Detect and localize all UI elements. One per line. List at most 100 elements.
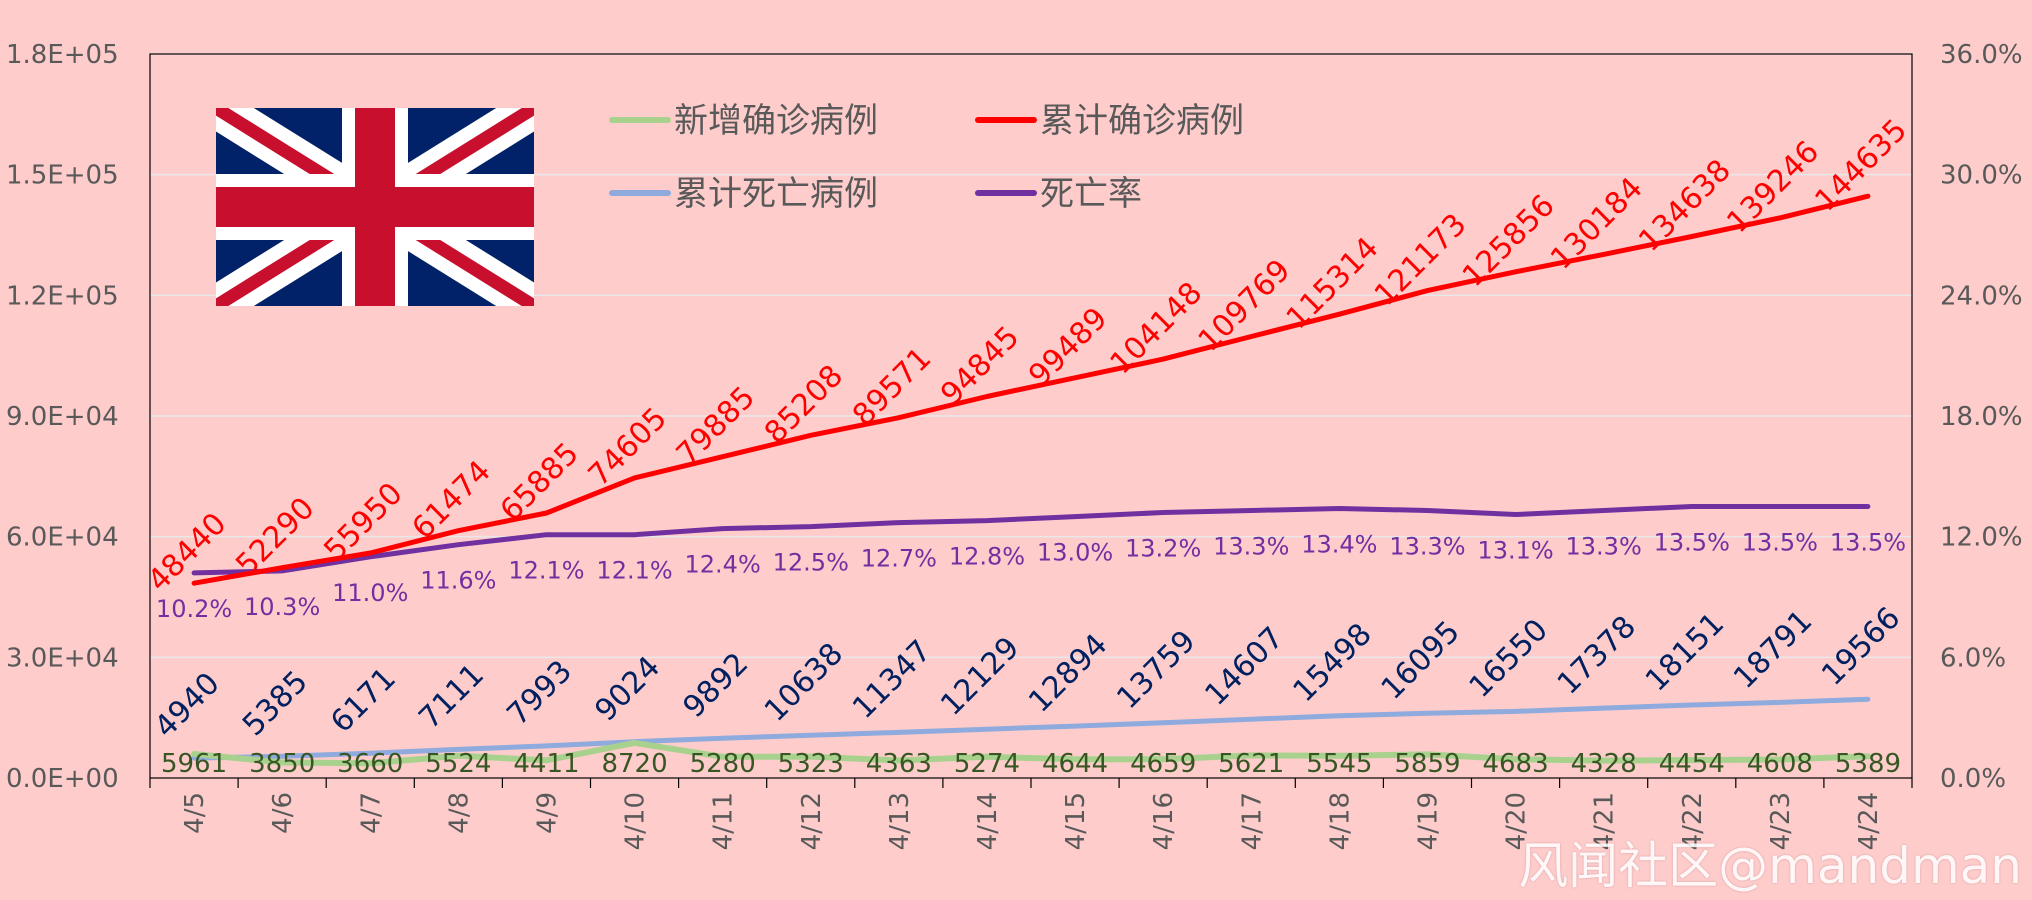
x-tick-label: 4/14 <box>973 792 1003 850</box>
cumulative-cases-label: 144635 <box>1808 113 1914 219</box>
new-cases-label: 5280 <box>690 749 756 779</box>
x-tick-label: 4/11 <box>709 792 739 850</box>
new-cases-label: 5274 <box>954 749 1020 779</box>
death-rate-label: 13.1% <box>1477 537 1553 565</box>
death-rate-label: 10.3% <box>244 593 320 621</box>
new-cases-label: 5323 <box>778 749 844 779</box>
right-axis-tick-label: 30.0% <box>1940 161 2023 191</box>
x-tick-label: 4/13 <box>885 792 915 850</box>
axes: 0.0E+00 3.0E+04 6.0E+04 9.0E+04 1.2E+05 1.5E+… <box>6 40 2023 850</box>
new-cases-label: 5859 <box>1394 749 1460 779</box>
death-rate-label: 10.2% <box>156 595 232 623</box>
legend-label: 累计确诊病例 <box>1040 101 1244 141</box>
death-rate-label: 13.4% <box>1301 531 1377 559</box>
new-cases-label: 5961 <box>161 749 227 779</box>
series-lines <box>191 193 1871 767</box>
uk-flag-icon <box>216 108 534 306</box>
cumulative-deaths-label: 16550 <box>1463 613 1555 705</box>
death-rate-label: 13.3% <box>1389 533 1465 561</box>
new-cases-label: 4683 <box>1482 749 1548 779</box>
x-tick-label: 4/22 <box>1678 792 1708 850</box>
new-cases-label: 8720 <box>601 749 667 779</box>
new-cases-label: 4411 <box>513 749 579 779</box>
new-cases-label: 5621 <box>1218 749 1284 779</box>
cumulative-deaths-label: 17378 <box>1551 609 1643 701</box>
cumulative-deaths-label: 16095 <box>1375 614 1467 706</box>
cumulative-cases-label: 109769 <box>1192 253 1298 359</box>
x-tick-label: 4/8 <box>444 792 474 834</box>
new-cases-label: 4363 <box>866 749 932 779</box>
cumulative-cases-label: 121173 <box>1368 207 1474 313</box>
left-axis-tick-label: 0.0E+00 <box>6 764 119 794</box>
new-cases-line <box>191 739 1871 767</box>
right-axis-tick-label: 24.0% <box>1940 281 2023 311</box>
death-rate-label: 12.4% <box>685 551 761 579</box>
legend-label: 新增确诊病例 <box>674 101 878 141</box>
death-rate-label: 11.0% <box>332 579 408 607</box>
new-cases-label: 5389 <box>1835 749 1901 779</box>
cumulative-deaths-label: 6171 <box>324 661 403 740</box>
x-tick-label: 4/7 <box>356 792 386 834</box>
cumulative-deaths-line <box>191 696 1871 761</box>
cumulative-deaths-label: 12894 <box>1022 627 1114 719</box>
left-axis-tick-label: 9.0E+04 <box>6 402 119 432</box>
x-tick-label: 4/18 <box>1325 792 1355 850</box>
death-rate-label: 12.1% <box>508 557 584 585</box>
x-tick-label: 4/12 <box>797 792 827 850</box>
right-axis-tick-label: 36.0% <box>1940 40 2023 70</box>
new-cases-label: 4644 <box>1042 749 1108 779</box>
x-tick-label: 4/6 <box>268 792 298 834</box>
cumulative-deaths-label: 5385 <box>236 664 315 743</box>
death-rate-label: 12.5% <box>773 549 849 577</box>
new-cases-label: 4454 <box>1659 749 1725 779</box>
left-axis-tick-label: 3.0E+04 <box>6 643 119 673</box>
death-rate-label: 12.7% <box>861 545 937 573</box>
cumulative-deaths-label: 7111 <box>412 657 491 736</box>
x-tick-label: 4/24 <box>1854 792 1884 850</box>
cumulative-cases-label: 125856 <box>1456 188 1562 294</box>
cumulative-deaths-label: 15498 <box>1287 617 1379 709</box>
death-rate-label: 11.6% <box>420 567 496 595</box>
cumulative-deaths-label: 4940 <box>148 666 227 745</box>
death-rate-label: 13.5% <box>1654 529 1730 557</box>
cumulative-cases-line <box>191 193 1871 586</box>
cumulative-cases-label: 104148 <box>1104 276 1210 382</box>
right-axis-tick-label: 12.0% <box>1940 523 2023 553</box>
new-cases-label: 5545 <box>1306 749 1372 779</box>
x-tick-label: 4/23 <box>1766 792 1796 850</box>
left-axis-tick-label: 1.8E+05 <box>6 40 119 70</box>
x-tick-label: 4/16 <box>1149 792 1179 850</box>
cumulative-deaths-label: 18151 <box>1639 606 1731 698</box>
cumulative-deaths-label: 14607 <box>1198 620 1290 712</box>
cumulative-deaths-label: 18791 <box>1727 604 1819 696</box>
death-rate-label: 13.0% <box>1037 539 1113 567</box>
left-axis-tick-label: 1.2E+05 <box>6 281 119 311</box>
cumulative-deaths-label: 13759 <box>1110 624 1202 716</box>
right-axis-tick-label: 6.0% <box>1940 643 2006 673</box>
cumulative-deaths-label: 7993 <box>500 654 579 733</box>
cumulative-deaths-label: 11347 <box>846 634 938 726</box>
death-rate-line <box>191 504 1871 576</box>
death-rate-label: 13.5% <box>1742 529 1818 557</box>
legend-label: 累计死亡病例 <box>674 174 878 214</box>
right-axis-tick-label: 18.0% <box>1940 402 2023 432</box>
death-rate-label: 13.5% <box>1830 529 1906 557</box>
x-tick-label: 4/5 <box>180 792 210 834</box>
cumulative-deaths-label: 9024 <box>588 650 667 729</box>
death-rate-label: 12.8% <box>949 543 1025 571</box>
new-cases-label: 5524 <box>425 749 491 779</box>
new-cases-label: 4659 <box>1130 749 1196 779</box>
legend-label: 死亡率 <box>1040 174 1142 214</box>
right-axis-tick-label: 0.0% <box>1940 764 2006 794</box>
cumulative-deaths-label: 19566 <box>1815 600 1907 692</box>
cumulative-deaths-label: 10638 <box>758 636 850 728</box>
flag-cross-red <box>216 187 534 227</box>
x-tick-label: 4/20 <box>1502 792 1532 850</box>
x-tick-label: 4/19 <box>1413 792 1443 850</box>
death-rate-label: 13.3% <box>1566 533 1642 561</box>
flag-body <box>216 108 534 306</box>
death-rate-label: 12.1% <box>596 557 672 585</box>
cumulative-cases-label: 130184 <box>1544 171 1650 277</box>
left-axis-tick-label: 6.0E+04 <box>6 523 119 553</box>
